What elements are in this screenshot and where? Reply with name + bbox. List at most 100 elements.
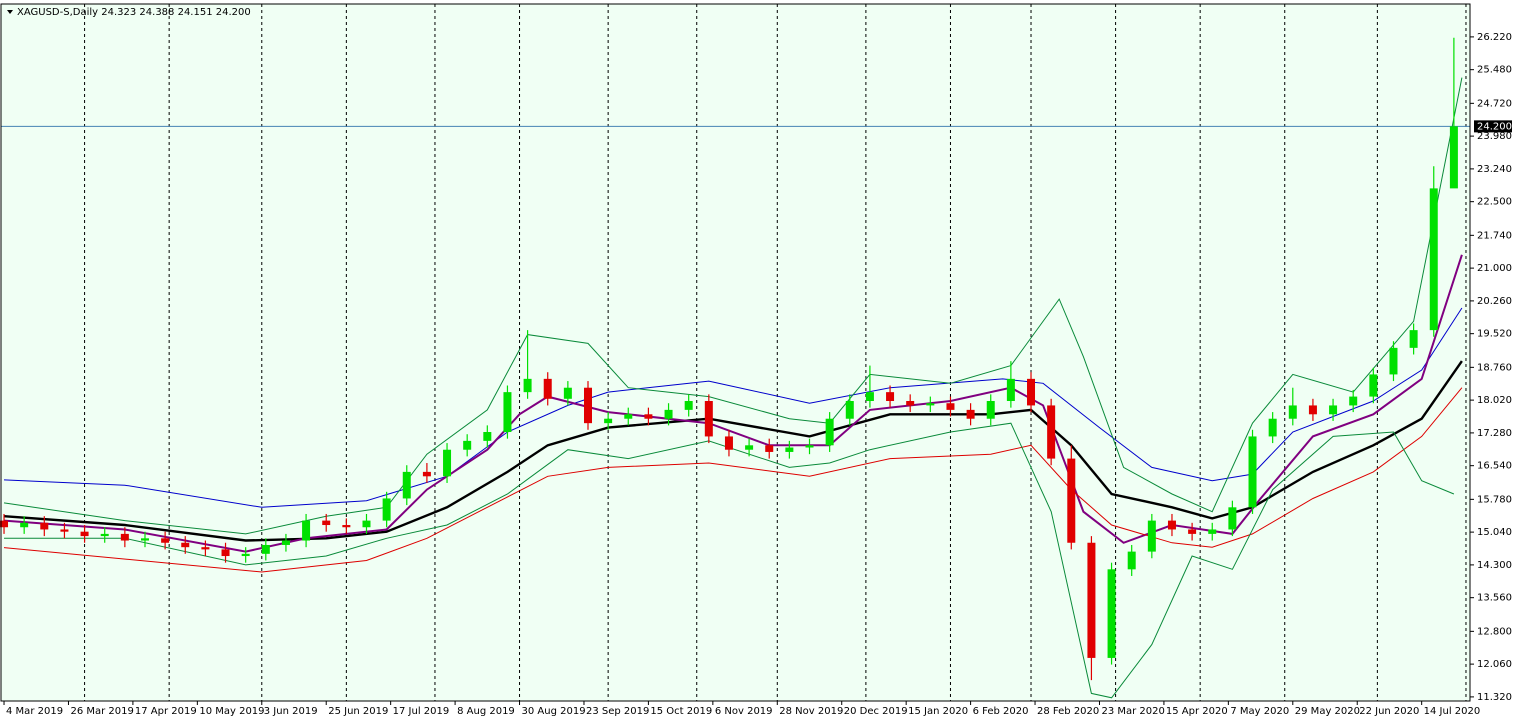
candle-body [1288,405,1297,419]
x-tick-label: 7 May 2020 [1230,706,1289,717]
candle-body [1208,529,1217,534]
candle-body [241,553,250,557]
candle-body [140,538,149,541]
candle-body [100,533,109,537]
collapse-icon [7,10,13,14]
candle-body [886,392,895,402]
candle-body [1006,378,1015,402]
candle-body [1389,347,1398,375]
candle-body [1429,188,1438,331]
x-tick-label: 3 Jun 2019 [264,706,318,717]
x-tick-label: 29 May 2020 [1295,706,1360,717]
candle-body [322,520,331,526]
candle-body [1147,520,1156,552]
candle-body [402,471,411,499]
candle-body [483,432,492,441]
y-tick-label: 23.980 [1477,131,1512,142]
x-tick-label: 8 Aug 2019 [457,706,515,717]
plot-border [0,3,1471,702]
candle-body [302,520,311,541]
x-tick-label: 15 Oct 2019 [650,706,712,717]
y-tick-label: 13.560 [1477,593,1512,604]
y-tick-label: 26.220 [1477,32,1512,43]
candle-body [604,418,613,424]
candle-body [261,544,270,554]
candle-body [765,445,774,452]
x-tick-label: 6 Feb 2020 [973,706,1029,717]
candle-body [584,387,592,424]
candle-body [845,401,854,419]
price-tag [1474,120,1512,133]
candle-body [1127,551,1136,570]
chart-title: XAGUSD-S,Daily 24.323 24.388 24.151 24.2… [17,7,251,18]
indicator-line [3,360,1463,542]
candle-body [1167,520,1176,530]
candle-body [362,520,371,528]
axes: 26.220 25.480 24.720 23.980 23.240 22.500 21.7… [3,32,1512,717]
candle-body [1228,507,1237,530]
candle-body [1067,458,1076,543]
candle-body [1188,529,1197,534]
candle-body [221,549,230,557]
candle-body [463,440,472,450]
candle-body [161,538,170,543]
candle-body [1329,405,1338,415]
y-tick-label: 23.240 [1477,164,1512,175]
candle-body [805,445,814,448]
candle-body [785,447,794,452]
candle-body [664,409,673,419]
candle-body [1449,126,1458,189]
candle-body [1107,569,1116,658]
x-tick-label: 23 Sep 2019 [586,706,649,717]
y-tick-label: 21.740 [1477,230,1512,241]
candle-body [443,449,452,477]
candle-body [0,520,9,528]
y-tick-label: 12.800 [1477,626,1512,637]
candle-body [926,403,935,406]
candle-body [422,471,431,477]
indicator-line [4,422,1455,699]
y-tick-label: 15.040 [1477,527,1512,538]
candle-body [966,409,975,419]
candle-body [20,522,29,528]
y-tick-label: 15.780 [1477,494,1512,505]
candle-body [523,378,532,393]
y-tick-label: 18.020 [1477,395,1512,406]
y-tick-label: 17.280 [1477,428,1512,439]
y-tick-label: 19.520 [1477,329,1512,340]
candle-body [342,525,351,528]
candle-body [644,414,653,419]
x-tick-label: 26 Mar 2019 [70,706,133,717]
candle-body [1349,396,1358,406]
x-tick-label: 4 Mar 2019 [6,706,63,717]
y-tick-label: 18.760 [1477,362,1512,373]
candle-body [40,522,49,530]
candle-body [825,418,834,446]
x-tick-label: 17 Jul 2019 [393,706,450,717]
candle-body [1409,330,1418,348]
x-tick-label: 17 Apr 2019 [135,706,197,717]
candle-body [1308,405,1317,415]
y-tick-label: 21.000 [1477,263,1512,274]
candle-body [382,498,391,521]
candle-body [563,387,572,399]
x-tick-label: 22 Jun 2020 [1359,706,1419,717]
y-tick-label: 11.320 [1477,692,1512,703]
candle-body [281,540,290,545]
y-tick-label: 25.480 [1477,65,1512,76]
x-tick-label: 20 Dec 2019 [844,706,908,717]
candle-body [120,533,129,541]
candle-body [1268,418,1277,437]
x-tick-label: 28 Feb 2020 [1037,706,1099,717]
x-tick-label: 28 Nov 2019 [779,706,843,717]
candle-body [745,445,754,450]
candle-body [181,542,190,548]
indicator-line [3,387,1463,573]
x-tick-label: 15 Apr 2020 [1166,706,1228,717]
candle-body [1087,542,1096,658]
candles [0,37,1458,681]
candle-body [724,436,733,450]
candle-body [201,547,210,550]
y-tick-label: 24.720 [1477,98,1512,109]
